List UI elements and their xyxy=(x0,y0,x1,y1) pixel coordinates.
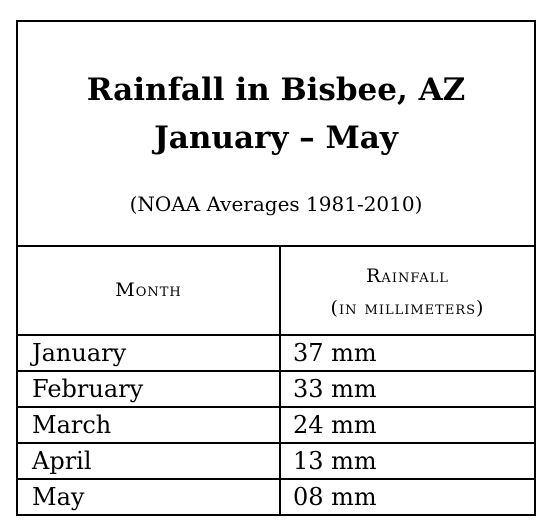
header-row: Month Rainfall (in millimeters) xyxy=(18,246,534,336)
month-cell: May xyxy=(32,483,85,511)
month-cell: January xyxy=(32,339,127,367)
month-cell: March xyxy=(32,411,112,439)
rainfall-cell: 37 mm xyxy=(293,339,377,367)
table-subtitle: (NOAA Averages 1981-2010) xyxy=(129,192,423,216)
column-header-rainfall-label: Rainfall xyxy=(366,265,449,287)
rainfall-cell: 08 mm xyxy=(293,483,377,511)
rainfall-cell: 33 mm xyxy=(293,375,377,403)
table-row: February 33 mm xyxy=(18,372,534,408)
table-row: May 08 mm xyxy=(18,480,534,516)
rainfall-table: Rainfall in Bisbee, AZ January – May (NO… xyxy=(16,20,536,516)
month-cell: April xyxy=(32,447,92,475)
table-row: January 37 mm xyxy=(18,336,534,372)
table-row: April 13 mm xyxy=(18,444,534,480)
table-row: March 24 mm xyxy=(18,408,534,444)
rainfall-cell: 13 mm xyxy=(293,447,377,475)
column-header-month: Month xyxy=(115,279,182,301)
column-header-rainfall-unit: (in millimeters) xyxy=(330,297,485,319)
rainfall-cell: 24 mm xyxy=(293,411,377,439)
title-block: Rainfall in Bisbee, AZ January – May (NO… xyxy=(18,22,534,247)
table-title: Rainfall in Bisbee, AZ xyxy=(86,72,466,108)
month-cell: February xyxy=(32,375,144,403)
table-title-date-range: January – May xyxy=(154,120,398,156)
column-header-rainfall: Rainfall (in millimeters) xyxy=(281,260,534,324)
column-divider xyxy=(279,246,281,514)
